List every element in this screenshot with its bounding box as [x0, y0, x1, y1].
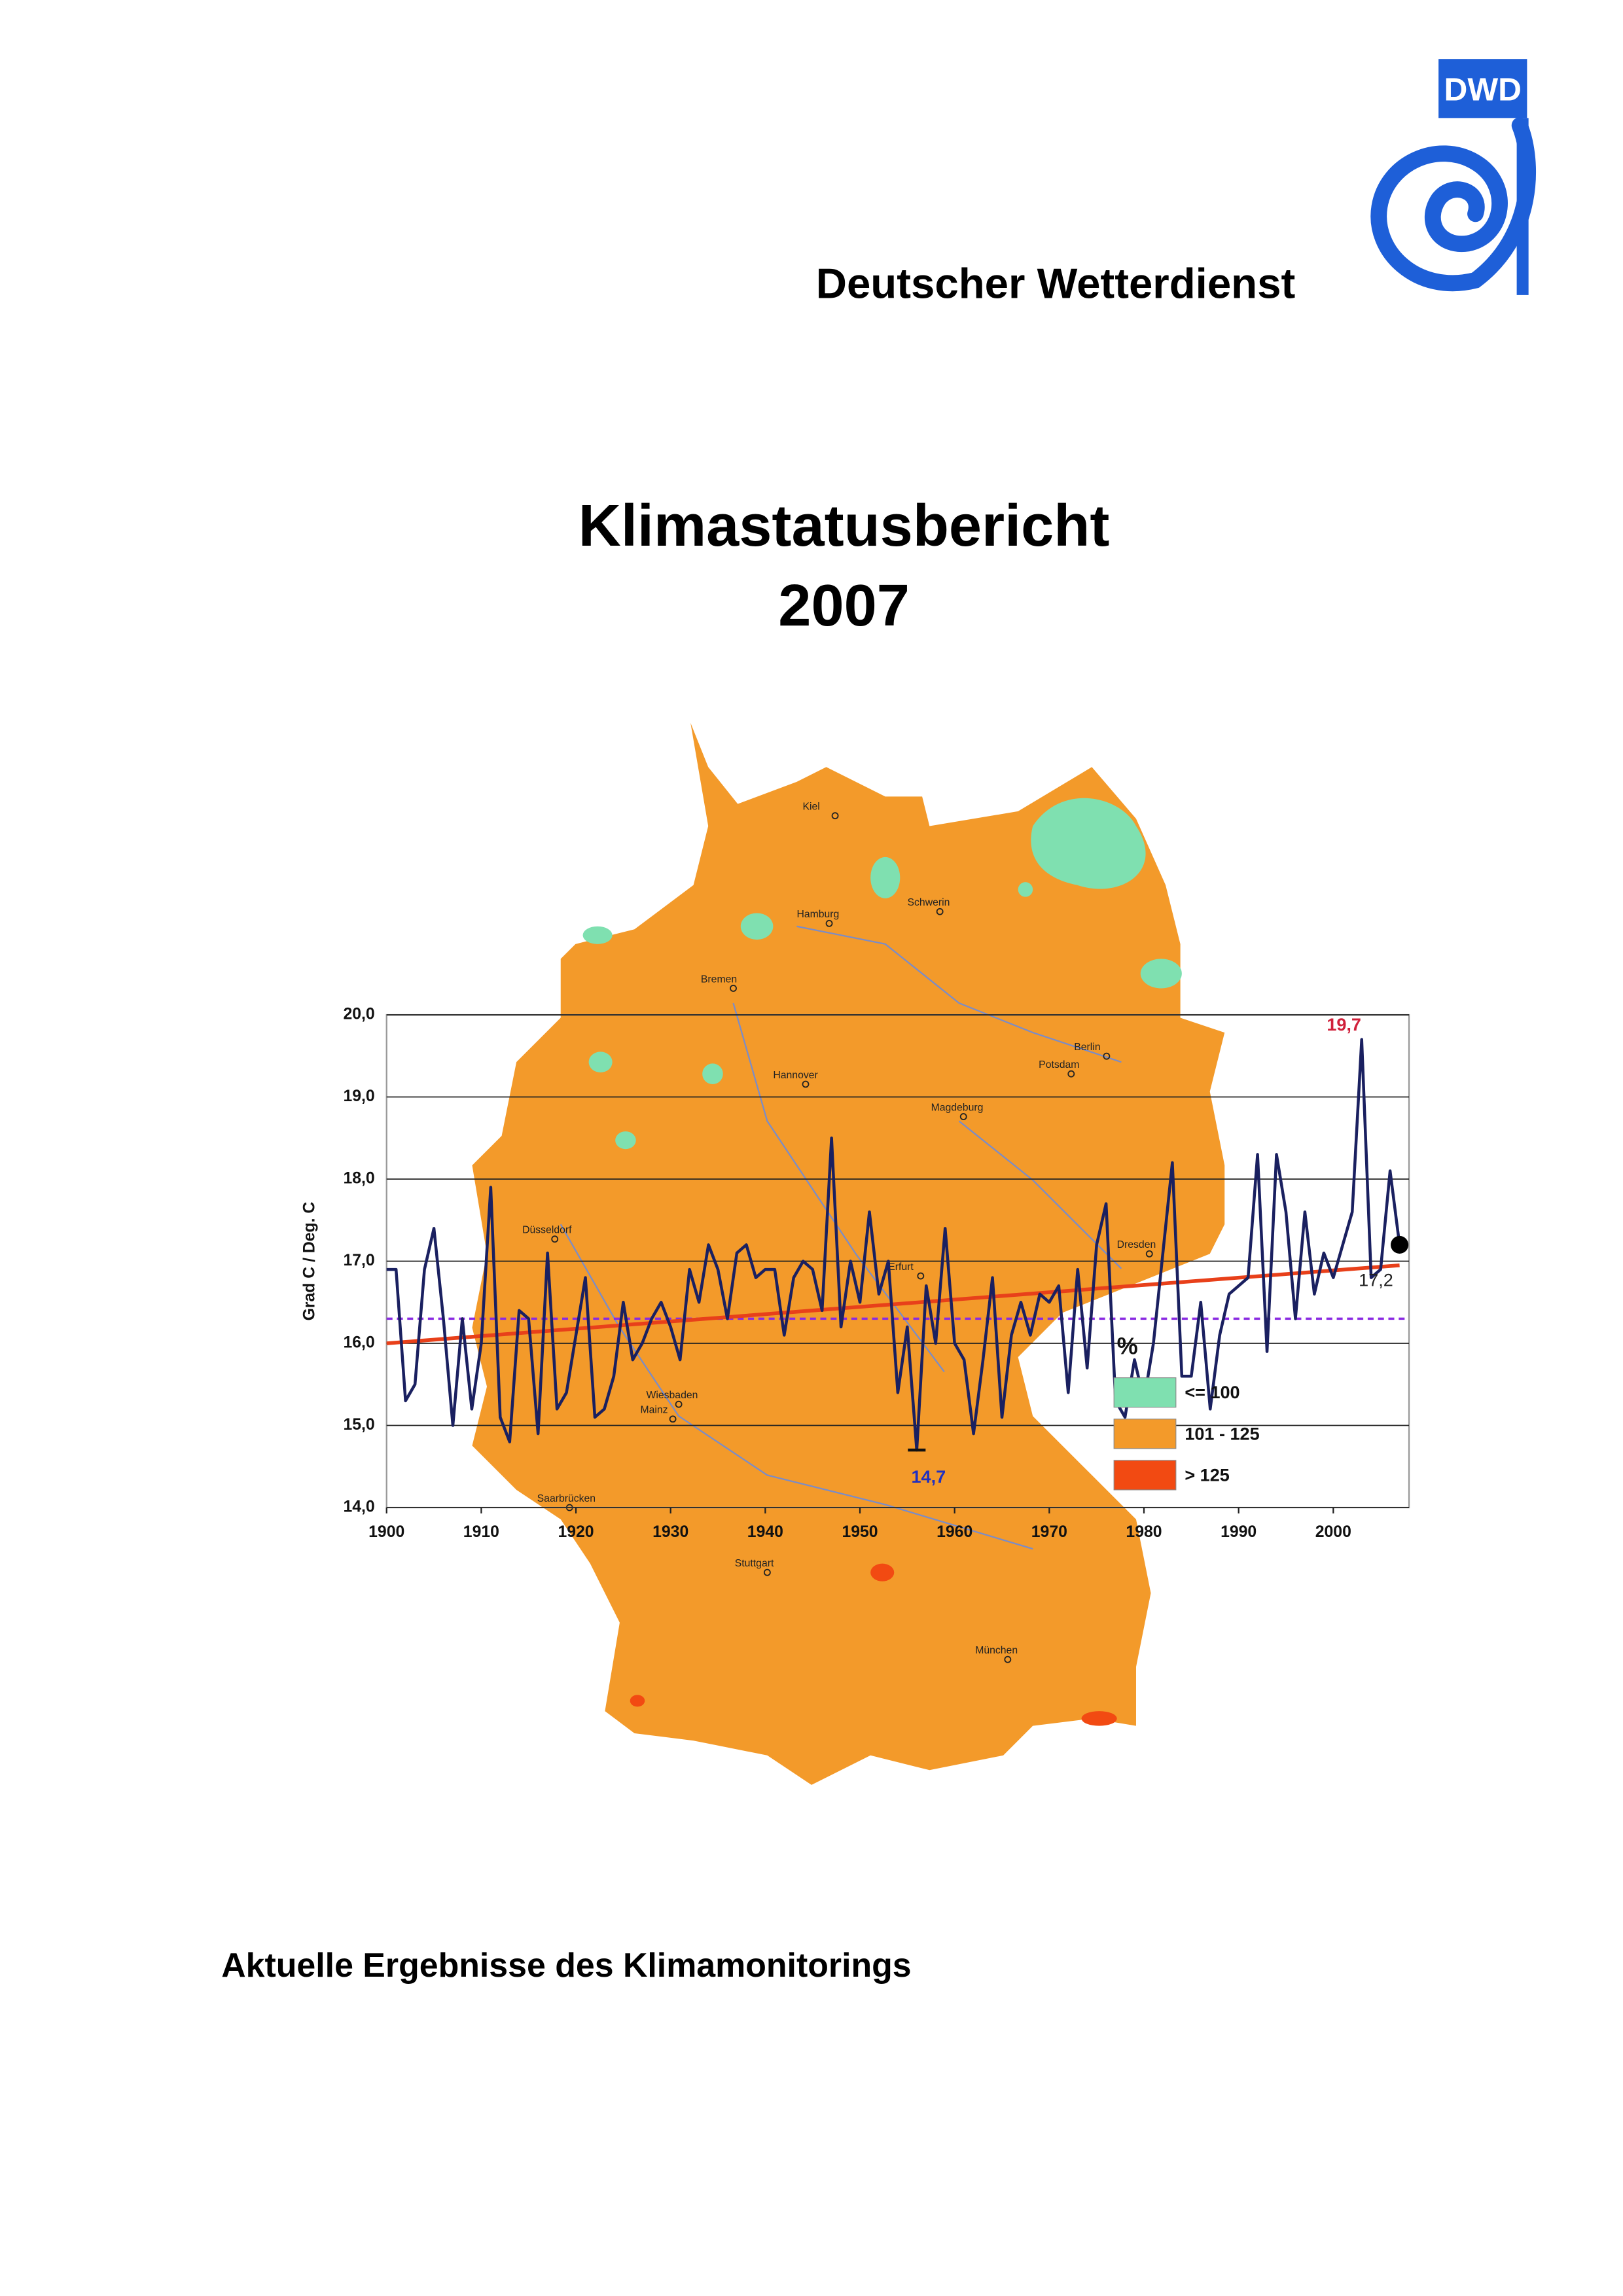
city-marker: [669, 1415, 677, 1423]
legend-swatch: [1113, 1419, 1177, 1449]
green-area: [615, 1131, 636, 1150]
city-marker: [917, 1272, 925, 1280]
x-tick-label: 1920: [558, 1523, 594, 1541]
x-tick-label: 1990: [1221, 1523, 1257, 1541]
green-area: [740, 913, 774, 940]
x-tick-label: 1910: [463, 1523, 499, 1541]
rivers: [560, 925, 1122, 1550]
green-area: [702, 1063, 723, 1084]
city-marker: [959, 1113, 967, 1121]
legend-title: %: [1117, 1333, 1138, 1360]
logo-box: [1438, 59, 1527, 118]
legend-swatch: [1113, 1377, 1177, 1408]
organization: Deutscher Wetterdienst: [816, 259, 1295, 307]
city-marker: [831, 812, 839, 820]
green-area: [582, 926, 613, 944]
city-label: Wiesbaden: [647, 1390, 698, 1401]
trend-line: [386, 1263, 1400, 1345]
chart: Grad C / Deg. C 14,0 15,0 16,0 17,0 18,0 19,0…: [300, 1006, 1410, 1541]
y-tick-label: 16,0: [343, 1334, 374, 1352]
city-label: Bremen: [701, 974, 737, 985]
city-label: Stuttgart: [735, 1558, 774, 1569]
y-tick-label: 15,0: [343, 1416, 374, 1434]
city-label: Düsseldorf: [522, 1225, 572, 1236]
green-area: [870, 857, 901, 898]
y-tick-label: 18,0: [343, 1170, 374, 1188]
legend-swatch: [1113, 1460, 1177, 1491]
city-label: Hamburg: [796, 909, 839, 920]
city-label: Potsdam: [1039, 1059, 1079, 1070]
x-tick-label: 1940: [747, 1523, 783, 1541]
city-label: Schwerin: [908, 897, 950, 908]
city-label: Kiel: [802, 802, 819, 813]
annotation: 17,2: [1359, 1271, 1393, 1290]
x-tick-label: 2000: [1315, 1523, 1351, 1541]
x-tick-label: 1970: [1031, 1523, 1067, 1541]
y-tick-label: 17,0: [343, 1252, 374, 1269]
city-marker: [825, 919, 833, 927]
title: Klimastatusbericht: [579, 493, 1110, 559]
temperature-line: [386, 1038, 1401, 1452]
city-marker: [1145, 1250, 1153, 1258]
legend-label: > 125: [1185, 1465, 1229, 1485]
low-precip-areas: [582, 798, 1182, 1150]
x-tick-label: 1930: [652, 1523, 688, 1541]
logo-bar: [1516, 118, 1529, 295]
logo: DWD: [1370, 59, 1536, 295]
title-year: 2007: [778, 573, 910, 639]
logo-text: DWD: [1444, 71, 1522, 107]
city-marker: [802, 1080, 810, 1088]
city-marker: [551, 1235, 559, 1243]
city-label: Mainz: [640, 1405, 668, 1416]
annotation: 14,7: [912, 1467, 946, 1487]
green-area: [1031, 798, 1146, 889]
x-tick-label: 1960: [936, 1523, 972, 1541]
germany-shape: [472, 722, 1225, 1785]
red-area: [630, 1695, 645, 1707]
red-area: [1081, 1711, 1117, 1726]
city-marker: [936, 908, 944, 915]
city-marker: [1103, 1052, 1111, 1060]
map: Kiel Hamburg Schwerin Bremen Berlin Potsdam Ha…: [472, 722, 1225, 1785]
subtitle: Aktuelle Ergebnisse des Klimamonitorings: [221, 1946, 911, 1984]
legend-label: <= 100: [1185, 1383, 1240, 1402]
city-label: Hannover: [773, 1070, 817, 1081]
green-area: [1140, 959, 1182, 989]
city-marker: [1004, 1655, 1012, 1663]
y-tick-label: 20,0: [343, 1006, 374, 1023]
red-area: [870, 1563, 895, 1581]
city-label: München: [975, 1645, 1018, 1656]
city-marker: [730, 985, 737, 992]
annotation-marker: [1391, 1235, 1409, 1254]
green-area: [1018, 882, 1033, 897]
x-tick-label: 1980: [1126, 1523, 1162, 1541]
y-tick-label: 19,0: [343, 1087, 374, 1105]
y-axis-label: Grad C / Deg. C: [300, 1202, 318, 1321]
annotation: 19,7: [1327, 1015, 1361, 1034]
legend-label: 101 - 125: [1185, 1424, 1259, 1443]
city-label: Magdeburg: [931, 1103, 984, 1114]
city-label: Erfurt: [888, 1262, 914, 1273]
green-area: [588, 1051, 613, 1072]
city-marker: [763, 1568, 771, 1576]
city-marker: [1067, 1070, 1075, 1078]
city-label: Berlin: [1074, 1042, 1100, 1053]
city-label: Dresden: [1117, 1239, 1156, 1250]
x-tick-label: 1950: [842, 1523, 878, 1541]
city-label: Saarbrücken: [537, 1493, 596, 1504]
city-marker: [675, 1400, 683, 1408]
logo-spiral: [1370, 117, 1536, 292]
high-precip-areas: [630, 1563, 1117, 1726]
x-tick-label: 1900: [368, 1523, 404, 1541]
y-tick-label: 14,0: [343, 1498, 374, 1516]
